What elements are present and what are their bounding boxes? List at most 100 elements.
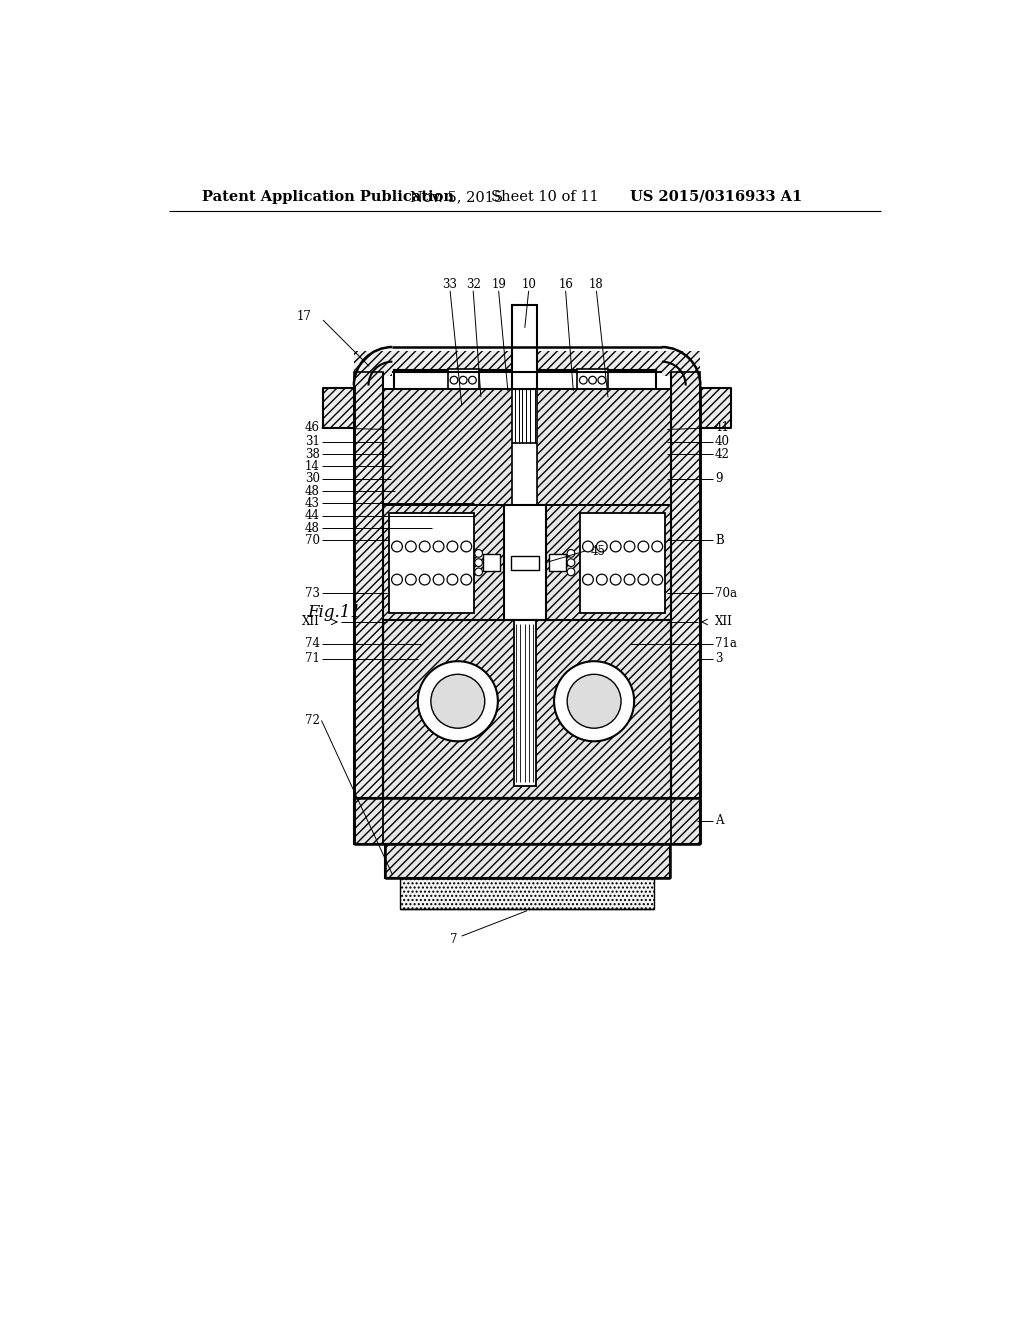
Bar — [447, 370, 478, 391]
Bar — [394, 370, 655, 389]
Circle shape — [451, 376, 458, 384]
Circle shape — [447, 574, 458, 585]
Text: 48: 48 — [305, 521, 319, 535]
Text: 9: 9 — [715, 473, 723, 486]
Bar — [550, 554, 566, 572]
Text: XII: XII — [302, 615, 319, 628]
Circle shape — [610, 574, 621, 585]
Text: 17: 17 — [297, 310, 311, 323]
Circle shape — [475, 558, 482, 566]
Text: 74: 74 — [305, 638, 319, 649]
Text: 7: 7 — [451, 933, 458, 946]
Circle shape — [431, 675, 484, 729]
Text: 70: 70 — [305, 533, 319, 546]
Bar — [700, 388, 731, 428]
Circle shape — [589, 376, 596, 384]
Circle shape — [418, 661, 498, 742]
Text: 14: 14 — [305, 459, 319, 473]
Circle shape — [406, 574, 416, 585]
Text: 71: 71 — [305, 652, 319, 665]
Text: B: B — [715, 533, 724, 546]
Circle shape — [652, 541, 663, 552]
Circle shape — [567, 549, 574, 557]
Bar — [354, 372, 383, 797]
Circle shape — [391, 541, 402, 552]
Circle shape — [433, 574, 444, 585]
Text: 73: 73 — [305, 587, 319, 601]
Circle shape — [461, 541, 472, 552]
Bar — [512, 305, 538, 389]
Circle shape — [638, 574, 649, 585]
Bar — [511, 556, 539, 570]
Bar — [504, 506, 547, 620]
Circle shape — [596, 574, 607, 585]
Bar — [383, 620, 671, 797]
Bar — [354, 351, 392, 376]
Text: 70a: 70a — [715, 587, 737, 601]
Circle shape — [447, 541, 458, 552]
Bar — [392, 351, 662, 372]
Bar — [538, 389, 671, 506]
Text: 10: 10 — [521, 279, 537, 292]
Bar — [662, 351, 700, 376]
Circle shape — [469, 376, 476, 384]
Text: 38: 38 — [305, 447, 319, 461]
Text: 41: 41 — [715, 421, 730, 434]
Text: 33: 33 — [442, 279, 458, 292]
Circle shape — [638, 541, 649, 552]
Circle shape — [391, 574, 402, 585]
Circle shape — [419, 574, 430, 585]
Bar — [671, 372, 700, 797]
Circle shape — [625, 574, 635, 585]
Bar — [554, 661, 634, 742]
Text: 19: 19 — [492, 279, 506, 292]
Circle shape — [433, 541, 444, 552]
Bar — [581, 512, 665, 612]
Text: 43: 43 — [305, 496, 319, 510]
Text: 42: 42 — [715, 447, 730, 461]
Text: 72: 72 — [305, 714, 319, 727]
Bar — [400, 878, 654, 909]
Text: 46: 46 — [305, 421, 319, 434]
Text: 40: 40 — [715, 436, 730, 449]
Text: 18: 18 — [589, 279, 604, 292]
Circle shape — [461, 574, 472, 585]
Text: Patent Application Publication: Patent Application Publication — [202, 190, 455, 203]
Text: 30: 30 — [305, 473, 319, 486]
Text: 45: 45 — [591, 545, 606, 557]
Circle shape — [580, 376, 587, 384]
Bar — [483, 554, 500, 572]
Text: 31: 31 — [305, 436, 319, 449]
Text: 48: 48 — [305, 484, 319, 498]
Circle shape — [625, 541, 635, 552]
Text: 32: 32 — [466, 279, 480, 292]
Text: 3: 3 — [715, 652, 723, 665]
Circle shape — [583, 574, 593, 585]
Bar — [514, 620, 536, 785]
Text: Nov. 5, 2015: Nov. 5, 2015 — [410, 190, 503, 203]
Circle shape — [475, 568, 482, 576]
Bar — [354, 797, 700, 843]
Circle shape — [567, 558, 574, 566]
Circle shape — [475, 549, 482, 557]
Circle shape — [406, 541, 416, 552]
Bar — [383, 506, 671, 620]
Circle shape — [460, 376, 467, 384]
Circle shape — [567, 675, 621, 729]
Bar — [578, 370, 608, 391]
Text: 16: 16 — [558, 279, 573, 292]
Bar — [323, 388, 354, 428]
Text: Sheet 10 of 11: Sheet 10 of 11 — [490, 190, 599, 203]
Bar — [285, 313, 777, 921]
Text: Fig.11: Fig.11 — [307, 605, 361, 622]
Circle shape — [598, 376, 605, 384]
Bar — [385, 843, 670, 878]
Text: US 2015/0316933 A1: US 2015/0316933 A1 — [630, 190, 802, 203]
Circle shape — [596, 541, 607, 552]
Bar — [418, 661, 498, 742]
Circle shape — [567, 568, 574, 576]
Text: XII: XII — [715, 615, 733, 628]
Bar — [389, 512, 474, 612]
Circle shape — [652, 574, 663, 585]
Circle shape — [610, 541, 621, 552]
